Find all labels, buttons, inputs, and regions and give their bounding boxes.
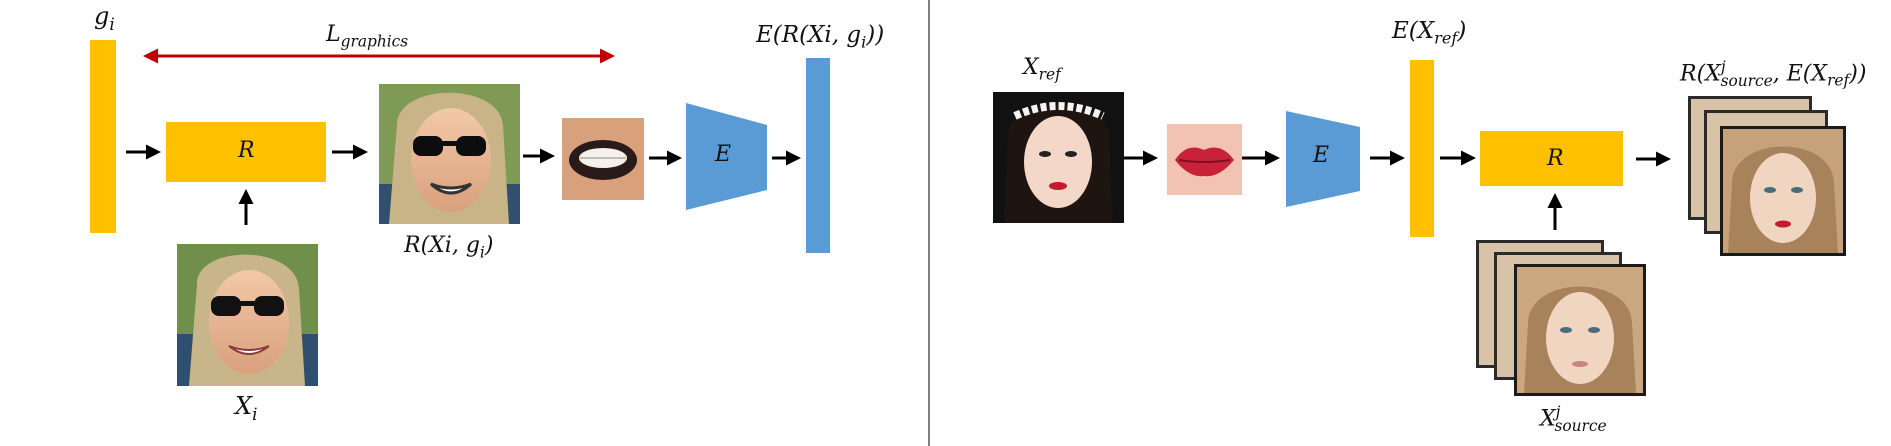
rendered-image-label: R(Xi, gi)	[404, 233, 494, 262]
reference-face-image	[993, 92, 1124, 223]
renderer-label-left: R	[238, 138, 255, 163]
rendered-face-image	[379, 84, 520, 224]
embedding-label-left: E(R(Xi, gi))	[756, 22, 885, 52]
encoder-label-left: E	[715, 142, 732, 167]
source-image-label: Xjsource	[1540, 403, 1607, 435]
renderer-label-right: R	[1547, 146, 1564, 171]
g-vector-bar	[90, 40, 116, 233]
renderer-box-right	[1480, 131, 1623, 186]
encoder-trapezoid-right	[1286, 111, 1360, 207]
embedding-bar-left	[806, 58, 830, 253]
mouth-crop-image	[562, 118, 644, 200]
input-image-label: Xi	[235, 392, 258, 424]
reference-image-label: Xref	[1023, 55, 1061, 84]
encoder-trapezoid-left	[686, 103, 767, 210]
embedding-bar-right	[1410, 60, 1434, 237]
g-label: gi	[94, 2, 115, 34]
renderer-box-left	[166, 122, 326, 182]
lips-crop-image	[1167, 124, 1242, 195]
embedding-label-right: E(Xref)	[1392, 18, 1467, 48]
loss-label: Lgraphics	[326, 22, 409, 51]
encoder-label-right: E	[1313, 143, 1330, 168]
output-image-label: R(Xjsource, E(Xref))	[1680, 58, 1867, 90]
source-face-stack	[1476, 240, 1648, 398]
input-face-image	[177, 244, 318, 386]
output-face-stack	[1688, 96, 1848, 258]
